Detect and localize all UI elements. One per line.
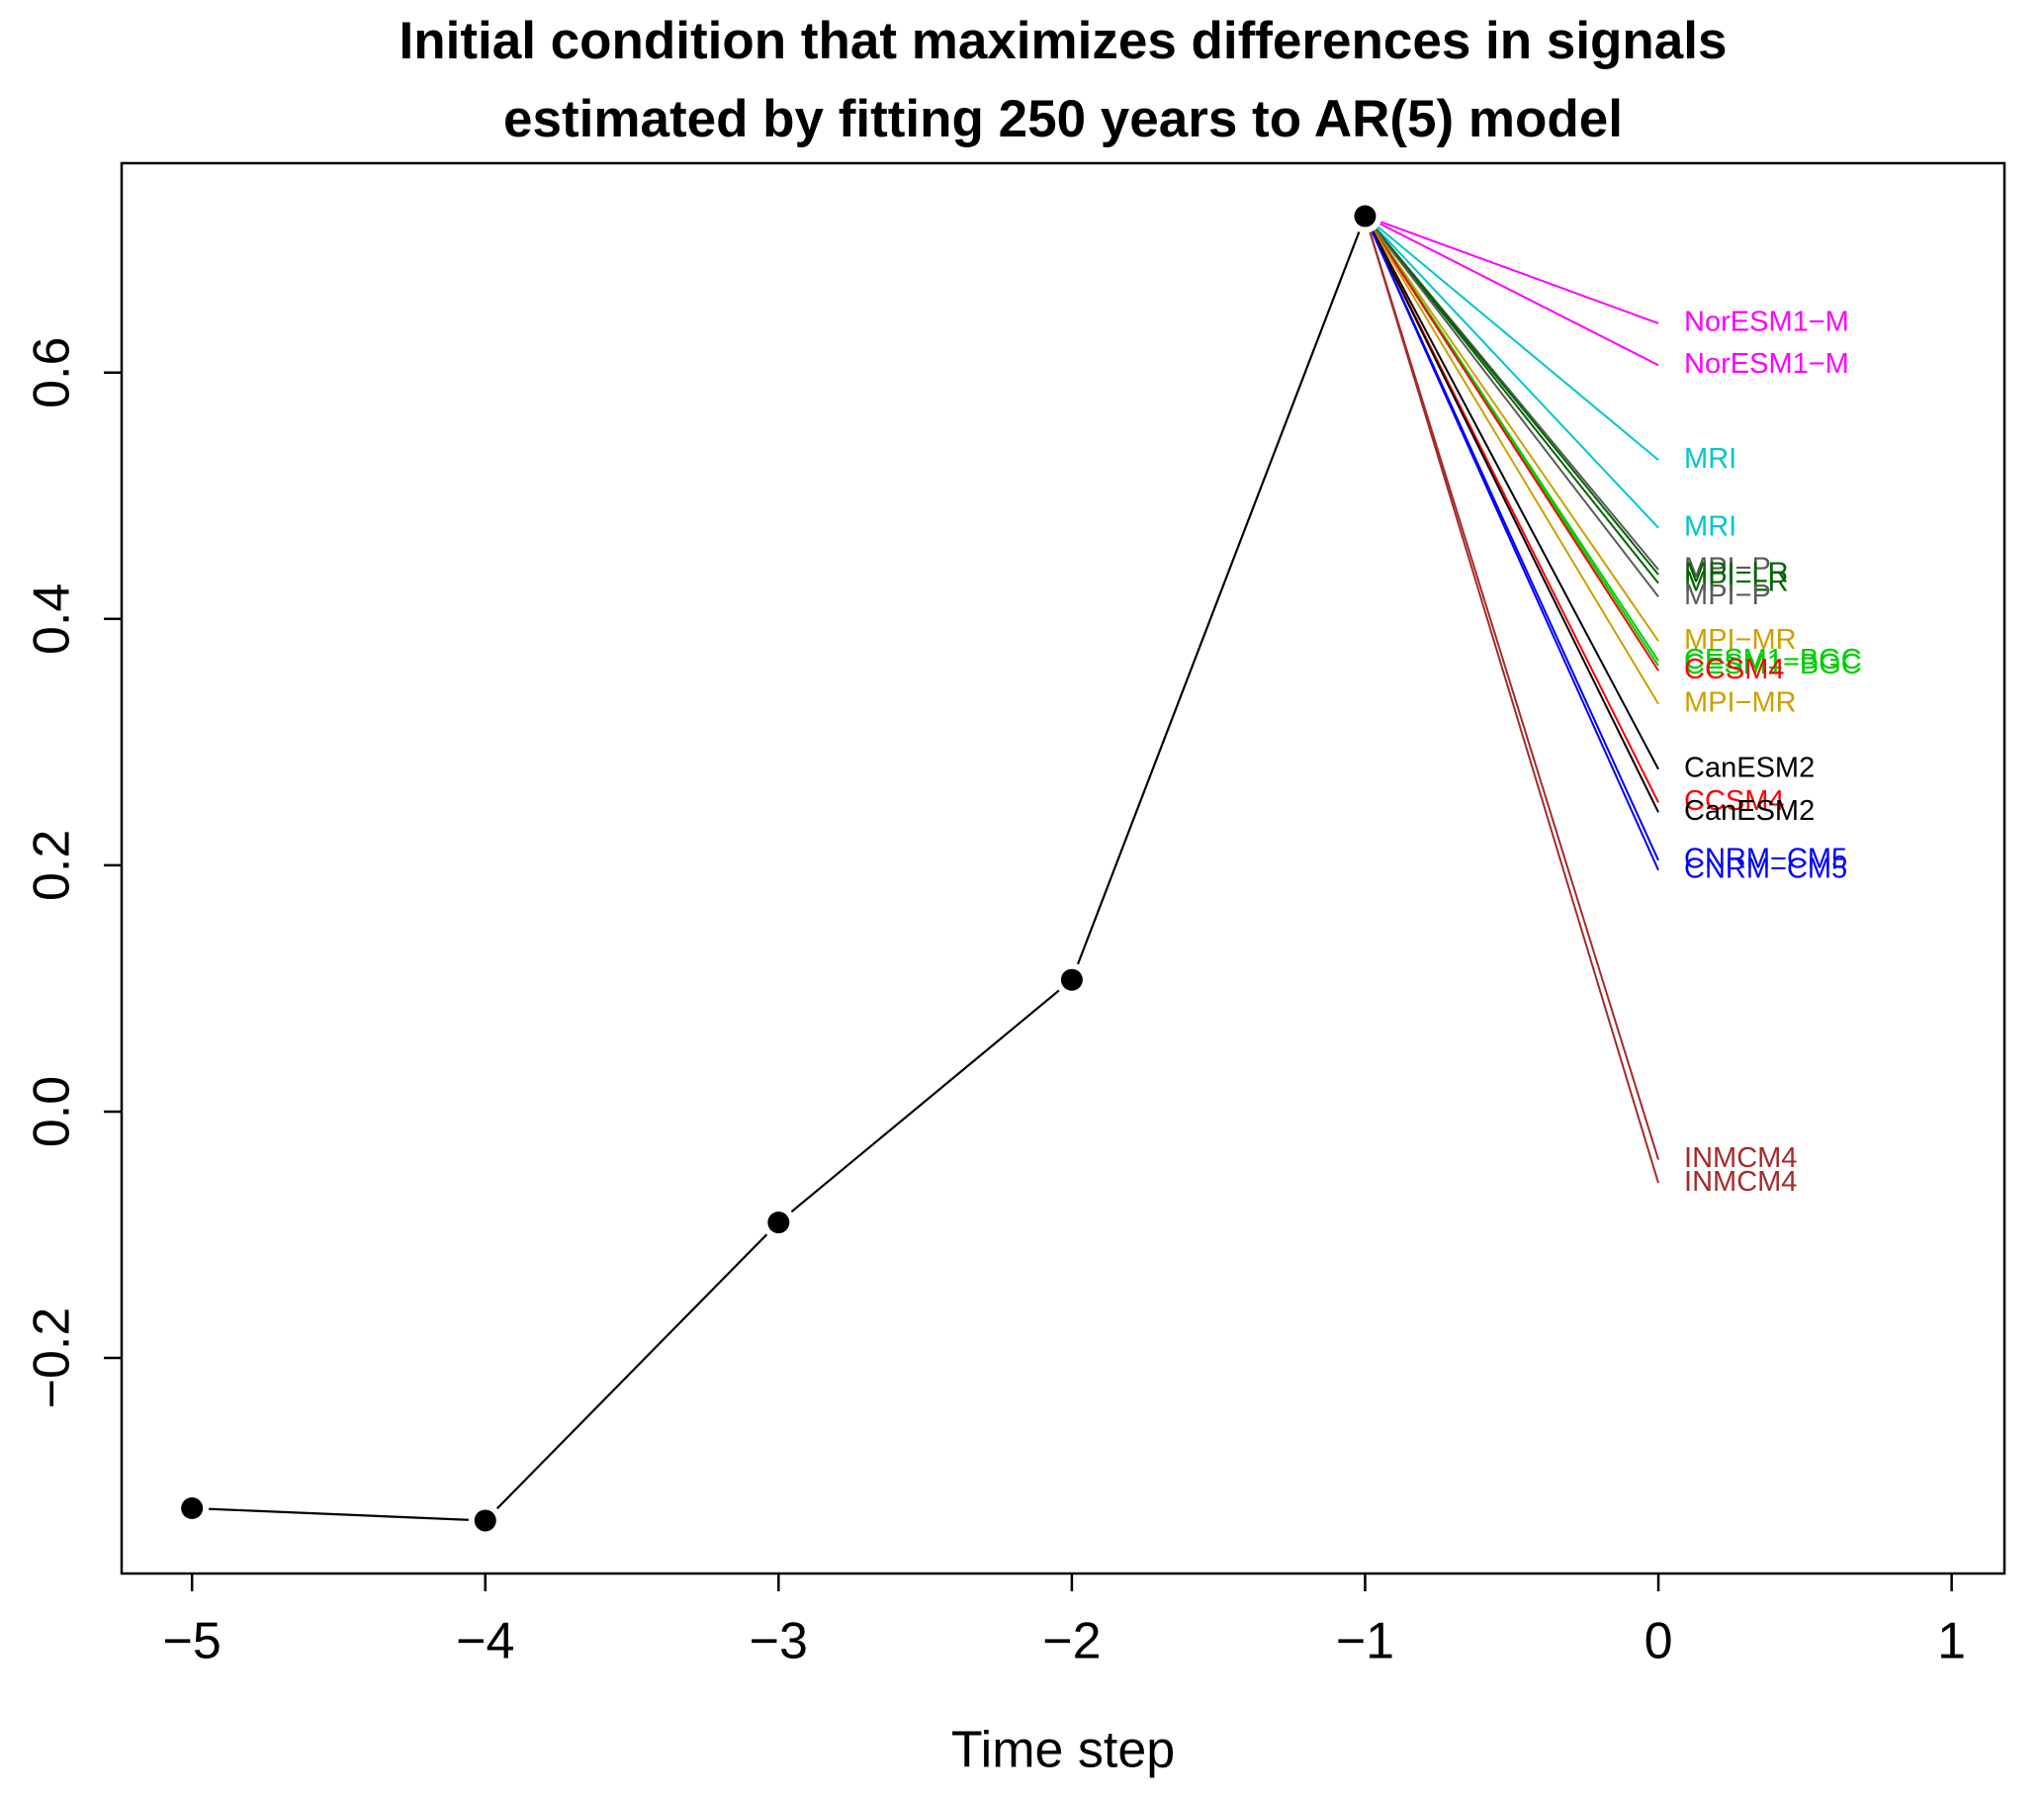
point — [1348, 199, 1382, 233]
forecast-label: MRI — [1684, 443, 1736, 475]
chart-title: Initial condition that maximizes differe… — [400, 12, 1728, 70]
x-tick-label: 1 — [1937, 1613, 1966, 1670]
forecast-label: NorESM1−M — [1684, 348, 1849, 380]
main-line — [192, 216, 1367, 1522]
plot-frame — [120, 161, 2006, 1575]
forecast-label: MRI — [1684, 510, 1736, 542]
forecast-line — [1365, 215, 1659, 324]
forecast-label: MPI−P — [1684, 580, 1771, 611]
forecast-line — [1364, 215, 1659, 585]
forecast-line — [1364, 216, 1659, 1184]
forecast-line — [1364, 216, 1659, 1160]
point — [1054, 962, 1089, 997]
forecast-label: NorESM1−M — [1684, 307, 1849, 338]
forecast-label: CCSM4 — [1684, 785, 1785, 817]
forecast-line — [1364, 216, 1659, 705]
forecast-label: CNRM−CM5 — [1684, 844, 1847, 875]
forecast-label: CanESM2 — [1684, 795, 1815, 827]
forecast-line — [1364, 216, 1659, 871]
forecast-line — [1364, 215, 1659, 597]
forecast-label: CNRM−CM5 — [1684, 854, 1847, 885]
forecast-line — [1364, 215, 1659, 461]
forecast-label: MPI−P — [1684, 553, 1771, 585]
x-tick-label: −5 — [163, 1613, 222, 1670]
forecast-line — [1364, 215, 1659, 529]
x-tick-label: −2 — [1042, 1613, 1101, 1670]
y-tick-label: −0.2 — [24, 1307, 81, 1409]
forecast-label: CESM1−BGC — [1684, 644, 1862, 675]
forecast-line — [1364, 215, 1659, 642]
forecast-line — [1365, 215, 1659, 367]
y-tick-label: 0.6 — [24, 337, 81, 408]
x-tick-label: −1 — [1336, 1613, 1394, 1670]
forecast-label: CESM1−BGC — [1684, 649, 1862, 680]
point — [468, 1503, 502, 1538]
forecast-label: MPI−LR — [1684, 558, 1789, 589]
forecast-label: MPI−MR — [1684, 624, 1797, 656]
y-tick-label: 0.2 — [24, 830, 81, 901]
forecast-label: INMCM4 — [1684, 1166, 1797, 1198]
forecast-label: MPI−MR — [1684, 686, 1797, 718]
forecast-line — [1364, 216, 1659, 770]
point — [761, 1206, 796, 1240]
chart-subtitle: estimated by fitting 250 years to AR(5) … — [503, 90, 1623, 148]
y-tick-label: 0.0 — [24, 1076, 81, 1147]
x-tick-label: −3 — [750, 1613, 808, 1670]
y-tick-label: 0.4 — [24, 584, 81, 655]
point — [175, 1490, 210, 1525]
forecast-line — [1364, 216, 1659, 672]
forecast-label: CCSM4 — [1684, 654, 1785, 685]
x-axis-label: Time step — [951, 1722, 1175, 1779]
forecast-label: CanESM2 — [1684, 752, 1815, 783]
forecast-label: MPI−LR — [1684, 566, 1789, 597]
x-tick-label: 0 — [1644, 1613, 1673, 1670]
forecast-line — [1364, 216, 1659, 813]
x-tick-label: −4 — [456, 1613, 514, 1670]
forecast-label: INMCM4 — [1684, 1142, 1797, 1174]
